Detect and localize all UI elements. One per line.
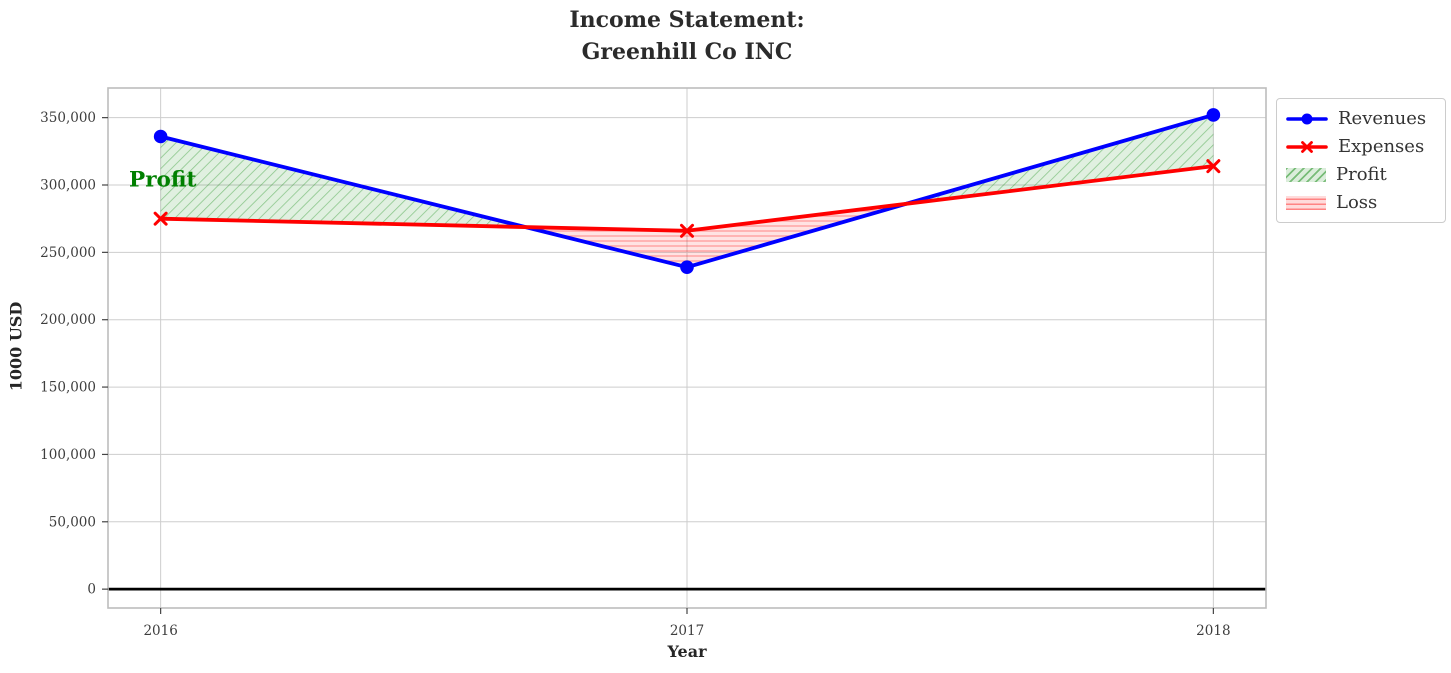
legend-item-loss: Loss [1286,190,1436,215]
y-tick-label: 300,000 [40,177,96,193]
loss-legend-patch-icon [1286,195,1326,210]
legend-label-revenues: Revenues [1338,108,1427,129]
expenses-marker [680,223,694,238]
legend-sample-marker [1301,140,1313,153]
legend-label-profit: Profit [1336,164,1387,185]
y-tick-label: 350,000 [40,110,96,126]
profit-annotation: Profit [129,167,196,192]
expenses-marker [1206,159,1221,174]
legend-item-expenses: Expenses [1286,134,1436,159]
x-tick-label: 2016 [143,623,177,639]
x-axis-label: Year [667,642,707,661]
legend: Revenues Expenses Profit Loss [1276,98,1446,223]
y-tick-label: 0 [87,582,96,598]
revenues-marker [1206,108,1221,122]
chart-title-line-2: Greenhill Co INC [581,38,793,65]
revenues-marker [680,260,694,274]
legend-label-expenses: Expenses [1338,136,1425,157]
y-tick-label: 150,000 [40,380,96,396]
expenses-marker [153,211,168,226]
revenues-marker [153,129,168,144]
expenses-legend-line-icon [1286,140,1328,153]
chart-title: Income Statement: Greenhill Co INC [108,5,1266,69]
legend-sample-marker [1301,113,1313,124]
y-axis-label: 1000 USD [6,301,26,392]
y-tick-label: 250,000 [40,245,96,261]
loss-area-hatch [525,203,906,268]
legend-item-revenues: Revenues [1286,106,1436,131]
chart-title-line-1: Income Statement: [569,7,805,33]
y-tick-label: 50,000 [49,514,96,530]
y-tick-label: 100,000 [40,447,96,463]
y-tick-label: 200,000 [40,312,96,328]
x-tick-label: 2017 [670,623,704,639]
x-tick-label: 2018 [1196,623,1230,639]
profit-area-hatch [905,114,1214,204]
legend-label-loss: Loss [1336,192,1378,213]
profit-legend-patch-icon [1286,167,1326,182]
revenues-legend-line-icon [1286,113,1328,124]
legend-item-profit: Profit [1286,162,1436,187]
